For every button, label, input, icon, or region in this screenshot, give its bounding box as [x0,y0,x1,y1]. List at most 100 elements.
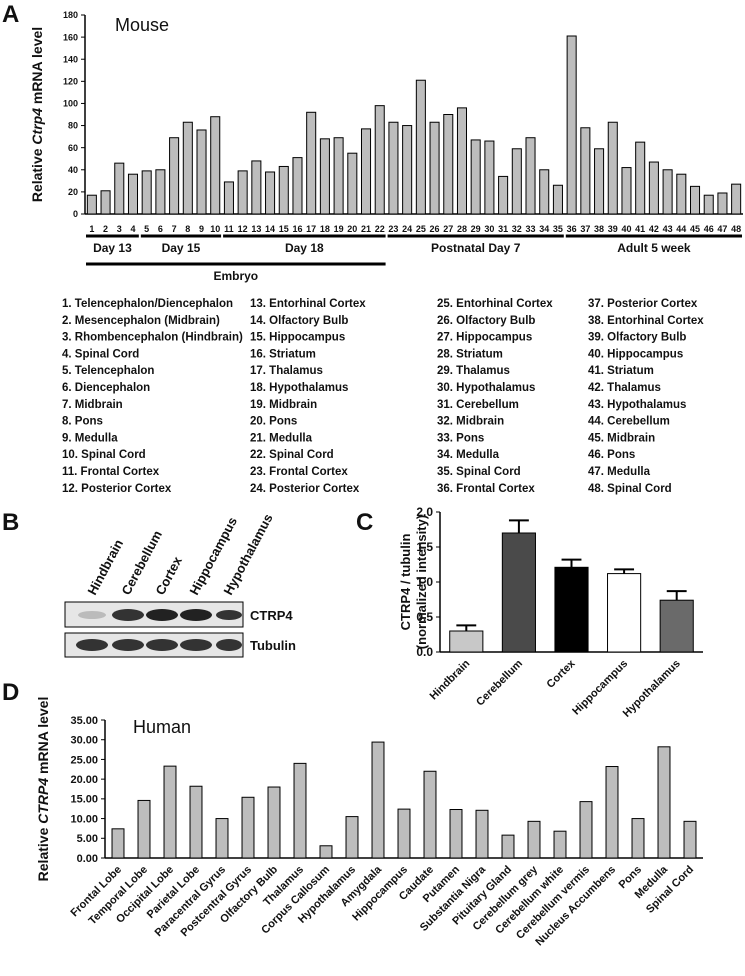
bar [566,35,577,215]
y-tick-label: 2.0 [416,505,433,519]
error-bar [456,624,477,631]
legend-item: 46. Pons [588,449,635,461]
bar [607,121,618,215]
legend-item: 8. Pons [62,416,103,428]
bar [594,148,605,215]
y-tick-label: 0.00 [77,853,98,865]
x-tick-label: 11 [224,224,234,234]
bar [127,173,139,215]
bar [657,746,671,859]
y-tick-label: 30.00 [70,735,98,747]
y-axis-label-part: Ctrp4 [29,108,45,145]
x-tick-label: 15 [279,224,289,234]
y-tick-label: 35.00 [70,715,98,727]
legend-item: 41. Striatum [588,365,654,377]
bar [155,169,166,215]
y-tick-label: 20 [68,187,78,197]
x-tick-label: Cortex [544,657,578,691]
bar [141,170,152,215]
legend-item: 45. Midbrain [588,432,655,444]
x-tick-label: 32 [512,224,522,234]
x-tick-label: 12 [238,224,248,234]
panel-label: B [2,509,19,536]
blot-band [146,609,178,621]
x-tick-label: 42 [649,224,659,234]
bar [137,799,151,859]
bar [100,190,111,215]
x-tick-label: 46 [704,224,714,234]
x-tick-label: 25 [416,224,426,234]
x-tick-label: 13 [251,224,261,234]
legend-item: 6. Diencephalon [62,382,150,394]
blot-band [216,639,242,651]
panel-label: A [2,1,19,28]
blot-band [216,610,242,620]
bar [278,165,289,215]
bar [388,121,399,215]
y-axis-label: CTRP4 / tubulin [398,534,413,631]
blot-lane-label: Cortex [152,553,185,597]
error-bar [508,519,529,533]
bar [621,167,632,215]
bar [223,181,234,215]
x-tick-label: 24 [402,224,412,234]
legend-item: 18. Hypothalamus [250,382,348,394]
legend-item: 44. Cerebellum [588,416,670,428]
legend-item: 37. Posterior Cortex [588,298,698,310]
bar [525,137,536,215]
legend-item: 10. Spinal Cord [62,449,146,461]
legend-item: 21. Medulla [250,432,313,444]
x-tick-label: 22 [375,224,385,234]
bar [449,809,463,859]
legend-item: 31. Cerebellum [437,399,519,411]
bar [579,801,593,859]
x-tick-label: 9 [199,224,204,234]
y-tick-label: 1.5 [416,540,433,554]
bar [237,170,248,215]
y-tick-label: 10.00 [70,813,98,825]
y-tick-label: 5.00 [77,833,98,845]
bar [659,599,694,653]
bar [114,162,125,215]
x-tick-label: 17 [306,224,316,234]
bar [498,175,509,215]
y-tick-label: 25.00 [70,754,98,766]
legend-item: 38. Entorhinal Cortex [588,315,704,327]
bar [360,128,372,215]
y-tick-label: 0.5 [416,610,433,624]
legend-item: 16. Striatum [250,348,316,360]
legend-item: 27. Hippocampus [437,332,532,344]
group-label: Day 18 [285,241,324,255]
legend-item: 30. Hypothalamus [437,382,535,394]
panel-label: C [356,509,373,536]
legend-item: 34. Medulla [437,449,500,461]
legend-item: 24. Posterior Cortex [250,483,360,495]
bar [605,766,619,859]
x-tick-label: 4 [130,224,135,234]
bar [215,818,229,859]
error-bar [666,590,687,601]
bar [319,845,333,859]
x-tick-label: 7 [172,224,177,234]
bar [539,169,550,215]
y-tick-label: 15.00 [70,794,98,806]
bar [527,820,541,859]
legend-item: 20. Pons [250,416,297,428]
blot-row-label: Tubulin [250,638,296,653]
x-tick-label: 27 [443,224,453,234]
x-tick-label: 44 [676,224,686,234]
y-tick-label: 80 [68,121,78,131]
legend-item: 42. Thalamus [588,382,661,394]
x-tick-label: 19 [334,224,344,234]
bar [429,121,440,215]
x-tick-label: 36 [567,224,577,234]
bar [552,184,563,215]
x-tick-label: Hindbrain [428,657,473,702]
x-tick-label: 35 [553,224,563,234]
x-tick-label: 1 [89,224,94,234]
legend-item: 17. Thalamus [250,365,323,377]
group-label: Day 15 [162,241,201,255]
blot-band [180,609,212,621]
x-tick-label: 26 [430,224,440,234]
blot-band [76,639,108,651]
